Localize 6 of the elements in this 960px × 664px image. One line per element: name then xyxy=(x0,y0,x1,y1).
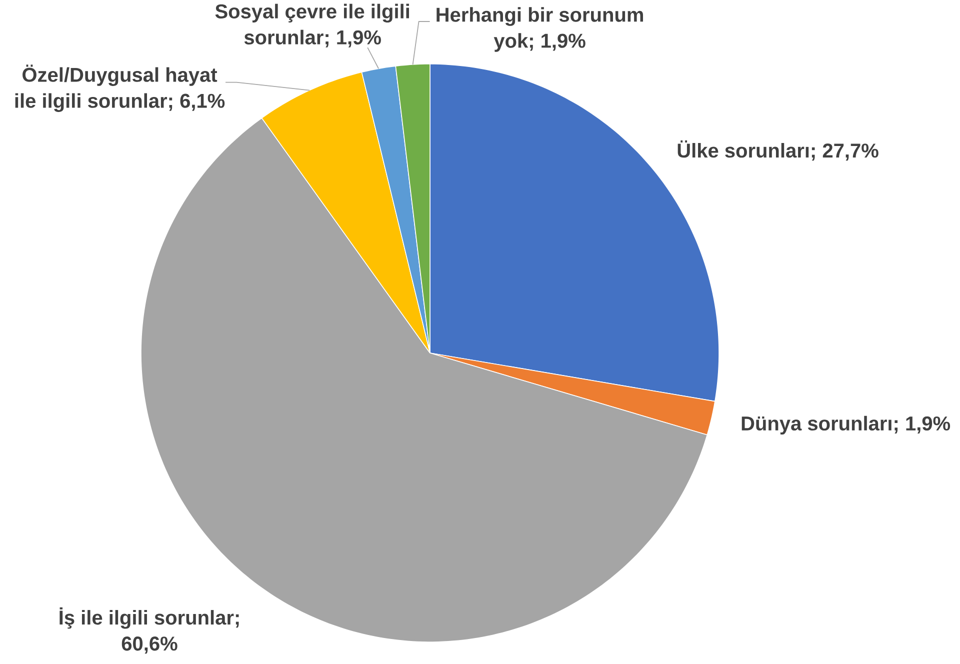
slice-label: Dünya sorunları; 1,9% xyxy=(742,416,950,435)
slice-label: Ülke sorunları; 27,7% xyxy=(678,140,878,161)
slice-label: Sosyal çevre ile ilgili sorunlar; 1,9% xyxy=(215,4,409,48)
slice-label: İş ile ilgili sorunlar; 60,6% xyxy=(60,607,239,654)
slice-label: Herhangi bir sorunum yok; 1,9% xyxy=(436,7,643,52)
slice-label: Özel/Duygusal hayat ile ilgili sorunlar; 6,1% xyxy=(15,64,225,112)
